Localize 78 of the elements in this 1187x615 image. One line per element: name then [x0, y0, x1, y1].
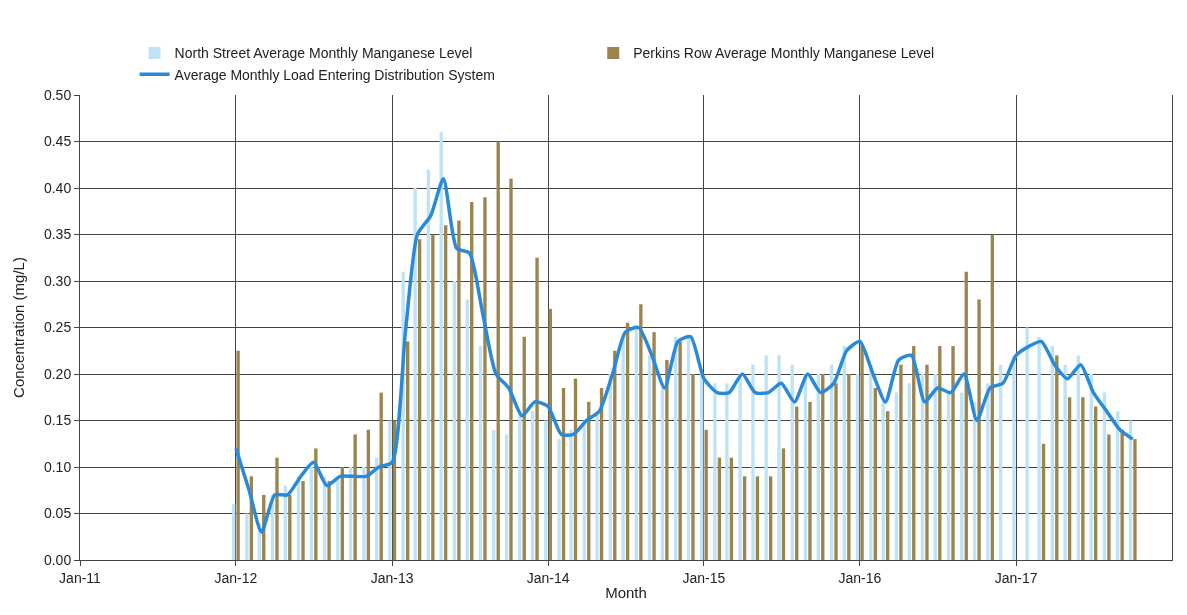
bar	[869, 364, 873, 560]
y-tick-label: 0.20	[43, 365, 72, 382]
bar	[457, 220, 461, 560]
bar	[388, 420, 392, 560]
bar	[236, 350, 240, 560]
y-tick-label: 0.25	[43, 319, 72, 336]
x-tick-label: Jan-17	[994, 569, 1038, 586]
bar	[1037, 336, 1041, 560]
bar	[755, 476, 760, 560]
legend-label: North Street Average Monthly Manganese Level	[174, 45, 473, 62]
bar	[834, 383, 838, 560]
y-tick-label: 0.45	[43, 133, 72, 150]
bar	[751, 364, 755, 560]
bar	[327, 480, 331, 560]
bar	[738, 374, 742, 560]
bar	[336, 476, 340, 560]
bar	[483, 197, 487, 560]
y-tick-label: 0.10	[43, 458, 72, 475]
bar	[847, 374, 851, 560]
bar	[353, 434, 357, 560]
bar	[1107, 434, 1111, 560]
bar	[768, 476, 773, 560]
bar	[544, 420, 548, 560]
bar	[362, 467, 366, 560]
y-tick-label: 0.00	[43, 551, 72, 568]
bar	[1063, 364, 1067, 560]
bar	[1133, 439, 1137, 560]
line-series	[234, 176, 1135, 534]
bar	[275, 457, 279, 560]
bar	[314, 448, 318, 560]
legend-label: Perkins Row Average Monthly Manganese Level	[633, 45, 935, 62]
bar	[245, 513, 249, 560]
bar	[595, 411, 599, 560]
bar	[665, 360, 669, 560]
bar	[413, 188, 417, 560]
bar	[860, 346, 864, 560]
bar	[951, 346, 955, 560]
bar	[301, 480, 305, 560]
x-tick-label: Jan-16	[838, 569, 882, 586]
bar	[977, 299, 981, 560]
y-tick-label: 0.50	[43, 86, 72, 103]
bar	[742, 476, 747, 560]
bar	[808, 401, 812, 560]
bar	[925, 364, 929, 560]
bar	[777, 355, 781, 560]
y-axis-title: Concentration (mg/L)	[10, 257, 28, 398]
y-tick-label: 0.40	[43, 179, 72, 196]
y-tick-label: 0.05	[43, 505, 72, 522]
x-tick-label: Jan-12	[214, 569, 258, 586]
bar	[1012, 355, 1016, 560]
bar	[691, 374, 695, 560]
x-axis-title: Month	[605, 583, 647, 601]
x-tick-label: Jan-15	[682, 569, 726, 586]
bar	[652, 332, 656, 560]
bar	[509, 178, 513, 560]
legend-label: Average Monthly Load Entering Distribution System	[174, 66, 495, 83]
x-tick-label: Jan-13	[370, 569, 414, 586]
bar	[569, 429, 573, 560]
bar	[557, 439, 561, 560]
bar	[678, 341, 682, 560]
bar	[986, 383, 990, 560]
bar	[621, 336, 625, 560]
bar	[535, 257, 539, 560]
bar	[725, 383, 729, 560]
bar	[1120, 429, 1124, 560]
x-tick-label: Jan-14	[526, 569, 570, 586]
x-tick-label: Jan-11	[59, 569, 102, 586]
bar	[1025, 327, 1029, 560]
bar	[639, 304, 643, 560]
bar	[899, 364, 903, 560]
bar	[431, 234, 435, 560]
y-tick-label: 0.30	[43, 272, 72, 289]
bar	[713, 383, 717, 560]
bar	[1081, 397, 1085, 560]
y-tick-label: 0.35	[43, 226, 72, 243]
y-tick-label: 0.15	[43, 412, 72, 429]
bar	[781, 448, 786, 560]
bar	[504, 434, 509, 560]
